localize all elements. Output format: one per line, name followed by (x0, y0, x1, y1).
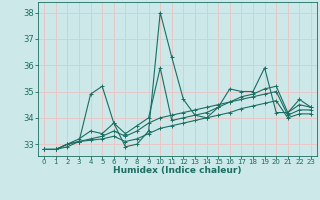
X-axis label: Humidex (Indice chaleur): Humidex (Indice chaleur) (113, 166, 242, 175)
